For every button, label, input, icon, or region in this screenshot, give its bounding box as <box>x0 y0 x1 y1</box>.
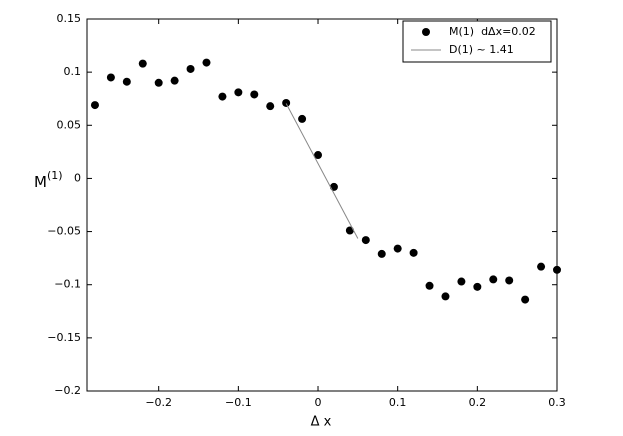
data-point <box>314 151 323 160</box>
data-point <box>266 102 275 111</box>
data-point <box>282 98 291 107</box>
data-point <box>170 76 179 85</box>
data-point <box>489 275 498 284</box>
x-axis-label: Δ x <box>311 415 332 430</box>
data-point <box>154 78 163 87</box>
y-tick-label: 0.05 <box>57 118 82 131</box>
data-point <box>553 265 561 274</box>
x-tick-label: −0.2 <box>145 396 172 409</box>
legend-label: M(1) dΔx=0.02 <box>449 25 536 38</box>
y-tick-label: −0.15 <box>47 331 81 344</box>
data-point <box>186 64 195 73</box>
legend-box <box>402 20 552 63</box>
data-point <box>393 244 402 253</box>
data-point <box>473 282 482 291</box>
x-tick-label: −0.1 <box>225 396 252 409</box>
data-point <box>234 88 243 97</box>
data-point <box>409 248 418 257</box>
data-point <box>202 58 211 67</box>
y-tick-label: 0 <box>74 171 81 184</box>
data-point <box>537 262 546 271</box>
fit-line <box>285 103 359 239</box>
x-tick-label: 0 <box>315 396 322 409</box>
y-tick-label: −0.2 <box>54 384 81 397</box>
data-point <box>250 90 259 99</box>
y-tick-label: −0.05 <box>47 225 81 238</box>
y-axis-label-main: M <box>34 173 47 191</box>
data-point <box>138 59 147 68</box>
data-point <box>90 101 99 110</box>
y-axis-label-sup: (1) <box>47 169 63 182</box>
data-point <box>377 249 386 258</box>
y-tick-label: 0.15 <box>57 12 82 25</box>
data-point <box>218 92 227 101</box>
plot-frame <box>86 18 558 392</box>
legend-label: D(1) ~ 1.41 <box>449 43 514 56</box>
legend-swatch <box>422 28 430 36</box>
data-point <box>425 281 434 290</box>
x-tick-label: 0.2 <box>469 396 487 409</box>
y-axis-label: M(1) <box>34 169 63 191</box>
y-tick-label: −0.1 <box>54 278 81 291</box>
data-point <box>441 292 450 301</box>
x-tick-label: 0.3 <box>548 396 566 409</box>
data-point <box>106 73 115 82</box>
data-point <box>298 114 307 123</box>
y-tick-label: 0.1 <box>64 65 82 78</box>
data-point <box>505 276 514 285</box>
data-point <box>361 236 370 245</box>
data-point <box>457 277 466 286</box>
x-tick-label: 0.1 <box>389 396 407 409</box>
data-point <box>122 77 131 86</box>
data-point <box>345 226 354 235</box>
data-point <box>329 182 338 191</box>
data-point <box>521 295 530 304</box>
